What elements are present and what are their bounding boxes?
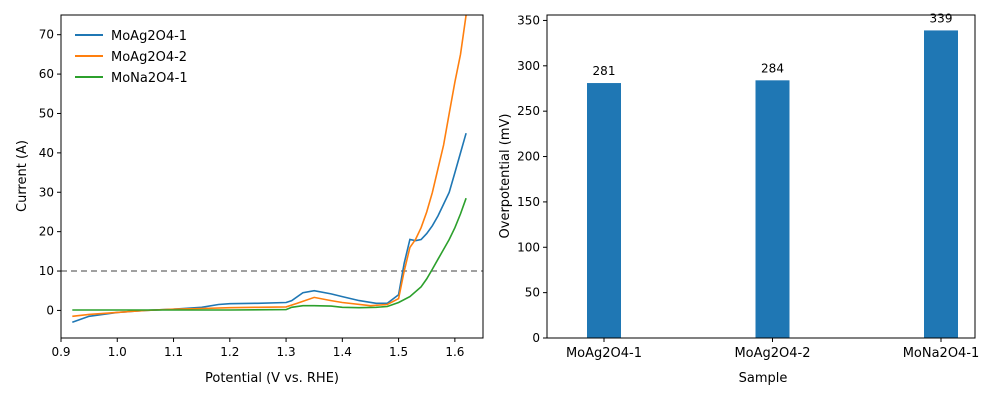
bar-plot-area: 281 284 339 — [587, 11, 958, 339]
y-tick-label: 0 — [46, 303, 54, 317]
bar-x-ticks: MoAg2O4-1 MoAg2O4-2 MoNa2O4-1 — [566, 338, 979, 361]
x-tick-label: 1.0 — [108, 345, 127, 359]
legend-label: MoAg2O4-1 — [111, 29, 187, 44]
x-tick-label: MoAg2O4-1 — [566, 346, 642, 361]
line-y-ticks: 0 10 20 30 40 50 60 70 — [39, 28, 61, 317]
y-tick-label: 50 — [525, 286, 540, 300]
bar-value-label: 284 — [761, 61, 784, 75]
line-plot-area — [61, 14, 483, 323]
series-line-MoAg2O4-1 — [72, 132, 467, 323]
x-tick-label: 1.6 — [445, 345, 464, 359]
y-tick-label: 30 — [39, 185, 54, 199]
bar-value-label: 281 — [593, 64, 616, 78]
bar-MoAg2O4-1 — [587, 83, 621, 338]
y-tick-label: 300 — [517, 59, 540, 73]
line-legend: MoAg2O4-1 MoAg2O4-2 MoNa2O4-1 — [75, 29, 188, 86]
x-tick-label: 1.4 — [333, 345, 352, 359]
x-tick-label: MoAg2O4-2 — [734, 346, 810, 361]
bar-y-axis-label: Overpotential (mV) — [498, 114, 513, 239]
series-line-MoNa2O4-1 — [72, 197, 467, 311]
x-tick-label: 0.9 — [51, 345, 70, 359]
y-tick-label: 50 — [39, 106, 54, 120]
y-tick-label: 60 — [39, 67, 54, 81]
y-tick-label: 350 — [517, 13, 540, 27]
y-tick-label: 0 — [532, 331, 540, 345]
bar-MoNa2O4-1 — [924, 30, 958, 338]
bar-y-ticks: 0 50 100 150 200 250 300 350 — [517, 13, 547, 345]
bar-chart-frame — [546, 14, 976, 339]
x-tick-label: 1.5 — [389, 345, 408, 359]
x-tick-label: 1.3 — [277, 345, 296, 359]
y-tick-label: 40 — [39, 146, 54, 160]
line-x-ticks: 0.9 1.0 1.1 1.2 1.3 1.4 1.5 1.6 — [51, 338, 464, 359]
x-tick-label: 1.2 — [220, 345, 239, 359]
x-tick-label: MoNa2O4-1 — [903, 346, 980, 361]
y-tick-label: 100 — [517, 240, 540, 254]
y-tick-label: 70 — [39, 28, 54, 42]
x-tick-label: 1.1 — [164, 345, 183, 359]
y-tick-label: 150 — [517, 195, 540, 209]
line-chart: 0.9 1.0 1.1 1.2 1.3 1.4 1.5 1.6 0 10 20 30 40 50 60 70… — [15, 14, 484, 386]
y-tick-label: 250 — [517, 104, 540, 118]
bar-MoAg2O4-2 — [755, 80, 790, 339]
y-tick-label: 20 — [39, 225, 54, 239]
y-tick-label: 200 — [517, 150, 540, 164]
bar-value-label: 339 — [930, 11, 953, 25]
y-tick-label: 10 — [39, 264, 54, 278]
legend-label: MoNa2O4-1 — [111, 71, 188, 86]
legend-label: MoAg2O4-2 — [111, 50, 187, 65]
line-chart-frame — [60, 14, 484, 339]
line-x-axis-label: Potential (V vs. RHE) — [205, 371, 339, 386]
line-y-axis-label: Current (A) — [15, 140, 30, 212]
bar-chart: 281 284 339 MoAg2O4-1 MoAg2O4-2 MoNa2O4-1 0 5… — [498, 11, 979, 386]
series-line-MoAg2O4-2 — [72, 14, 467, 318]
bar-x-axis-label: Sample — [739, 371, 788, 386]
